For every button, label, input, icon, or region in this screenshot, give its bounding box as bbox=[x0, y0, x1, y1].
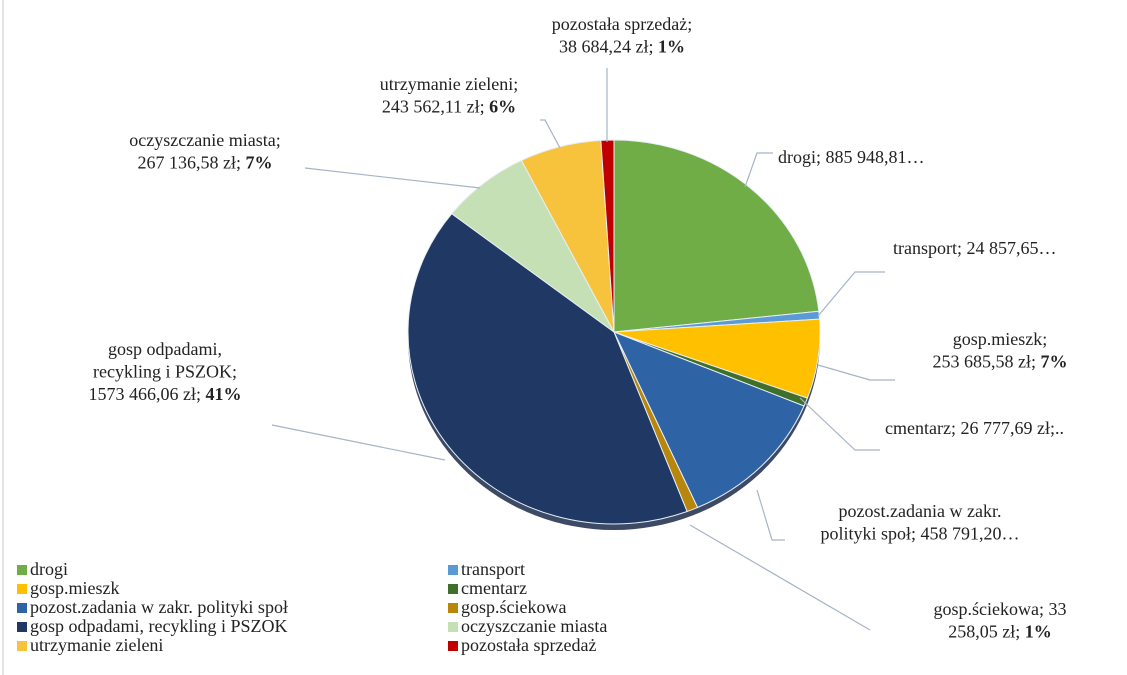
data-label-line: 267 136,58 zł; bbox=[138, 153, 246, 173]
legend-label: cmentarz bbox=[461, 578, 527, 598]
leader-line bbox=[817, 271, 885, 317]
data-label-line: drogi; 885 948,81… bbox=[778, 147, 925, 167]
data-label-line: oczyszczanie miasta; bbox=[129, 130, 280, 150]
legend-label: oczyszczanie miasta bbox=[461, 616, 607, 636]
data-label: cmentarz; 26 777,69 zł;.. bbox=[885, 418, 1064, 438]
data-label: drogi; 885 948,81… bbox=[778, 147, 925, 167]
data-label-line: polityki społ; 458 791,20… bbox=[820, 524, 1019, 544]
data-label-line: 1573 466,06 zł; bbox=[89, 384, 206, 404]
percent-label: 1% bbox=[1025, 622, 1052, 642]
percent-label: 7% bbox=[1041, 352, 1068, 372]
leader-line bbox=[817, 364, 895, 381]
data-label-line: 38 684,24 zł; bbox=[559, 37, 658, 57]
percent-label: 41% bbox=[206, 384, 242, 404]
data-label-line: gosp.mieszk; bbox=[953, 329, 1048, 349]
data-label: transport; 24 857,65… bbox=[893, 238, 1057, 258]
legend-label: gosp odpadami, recykling i PSZOK bbox=[30, 616, 287, 636]
data-label-line: gosp odpadami, bbox=[108, 339, 222, 359]
legend-label: utrzymanie zieleni bbox=[30, 635, 163, 655]
legend-swatch bbox=[448, 622, 458, 632]
data-label-line: transport; 24 857,65… bbox=[893, 238, 1057, 258]
pie-slice bbox=[613, 139, 820, 333]
data-label: pozost.zadania w zakr. polityki społ; 458… bbox=[820, 501, 1019, 544]
data-label-line: 258,05 zł; bbox=[948, 622, 1025, 642]
data-label: gosp.mieszk; 253 685,58 zł; 7% bbox=[933, 329, 1068, 372]
data-label: oczyszczanie miasta; 267 136,58 zł; 7% bbox=[129, 130, 280, 173]
data-label-line: gosp.ściekowa; 33 bbox=[934, 599, 1067, 619]
legend-swatch bbox=[17, 584, 27, 594]
legend-swatch bbox=[17, 622, 27, 632]
legend-label: drogi bbox=[30, 559, 68, 579]
legend-label: pozost.zadania w zakr. polityki społ bbox=[30, 597, 288, 617]
legend-swatch bbox=[448, 565, 458, 575]
pie-slice bbox=[613, 331, 805, 509]
legend-swatch bbox=[17, 603, 27, 613]
data-label-line: 253 685,58 zł; bbox=[933, 352, 1041, 372]
legend-label: gosp.mieszk bbox=[30, 578, 120, 598]
data-label: utrzymanie zieleni; 243 562,11 zł; 6% bbox=[380, 74, 518, 117]
legend-label: gosp.ściekowa bbox=[461, 597, 566, 617]
legend-swatch bbox=[448, 641, 458, 651]
data-label-line: cmentarz; 26 777,69 zł;.. bbox=[885, 418, 1064, 438]
leader-line bbox=[744, 152, 773, 188]
legend-label: pozostała sprzedaż bbox=[461, 635, 596, 655]
leader-line bbox=[799, 397, 880, 451]
data-label-line: recykling i PSZOK; bbox=[93, 362, 237, 382]
leader-line bbox=[540, 119, 561, 149]
pie-slice bbox=[407, 213, 688, 525]
data-label-line: pozost.zadania w zakr. bbox=[839, 501, 1002, 521]
legend-swatch bbox=[448, 603, 458, 613]
legend-swatch bbox=[17, 641, 27, 651]
percent-label: 1% bbox=[658, 37, 685, 57]
data-label-line: 243 562,11 zł; bbox=[382, 97, 489, 117]
leader-line bbox=[756, 489, 785, 541]
data-label-line: utrzymanie zieleni; bbox=[380, 74, 518, 94]
data-label: gosp odpadami, recykling i PSZOK; 1573 466… bbox=[89, 339, 242, 404]
data-label-line: pozostała sprzedaż; bbox=[552, 14, 692, 34]
data-label: gosp.ściekowa; 33 258,05 zł; 1% bbox=[934, 599, 1067, 642]
legend-label: transport bbox=[461, 559, 525, 579]
leader-line bbox=[304, 167, 481, 189]
data-label: pozostała sprzedaż; 38 684,24 zł; 1% bbox=[552, 14, 692, 57]
legend-swatch bbox=[17, 565, 27, 575]
leader-line bbox=[271, 424, 446, 461]
leader-line bbox=[689, 524, 871, 631]
legend-swatch bbox=[448, 584, 458, 594]
percent-label: 6% bbox=[489, 97, 516, 117]
percent-label: 7% bbox=[246, 153, 273, 173]
